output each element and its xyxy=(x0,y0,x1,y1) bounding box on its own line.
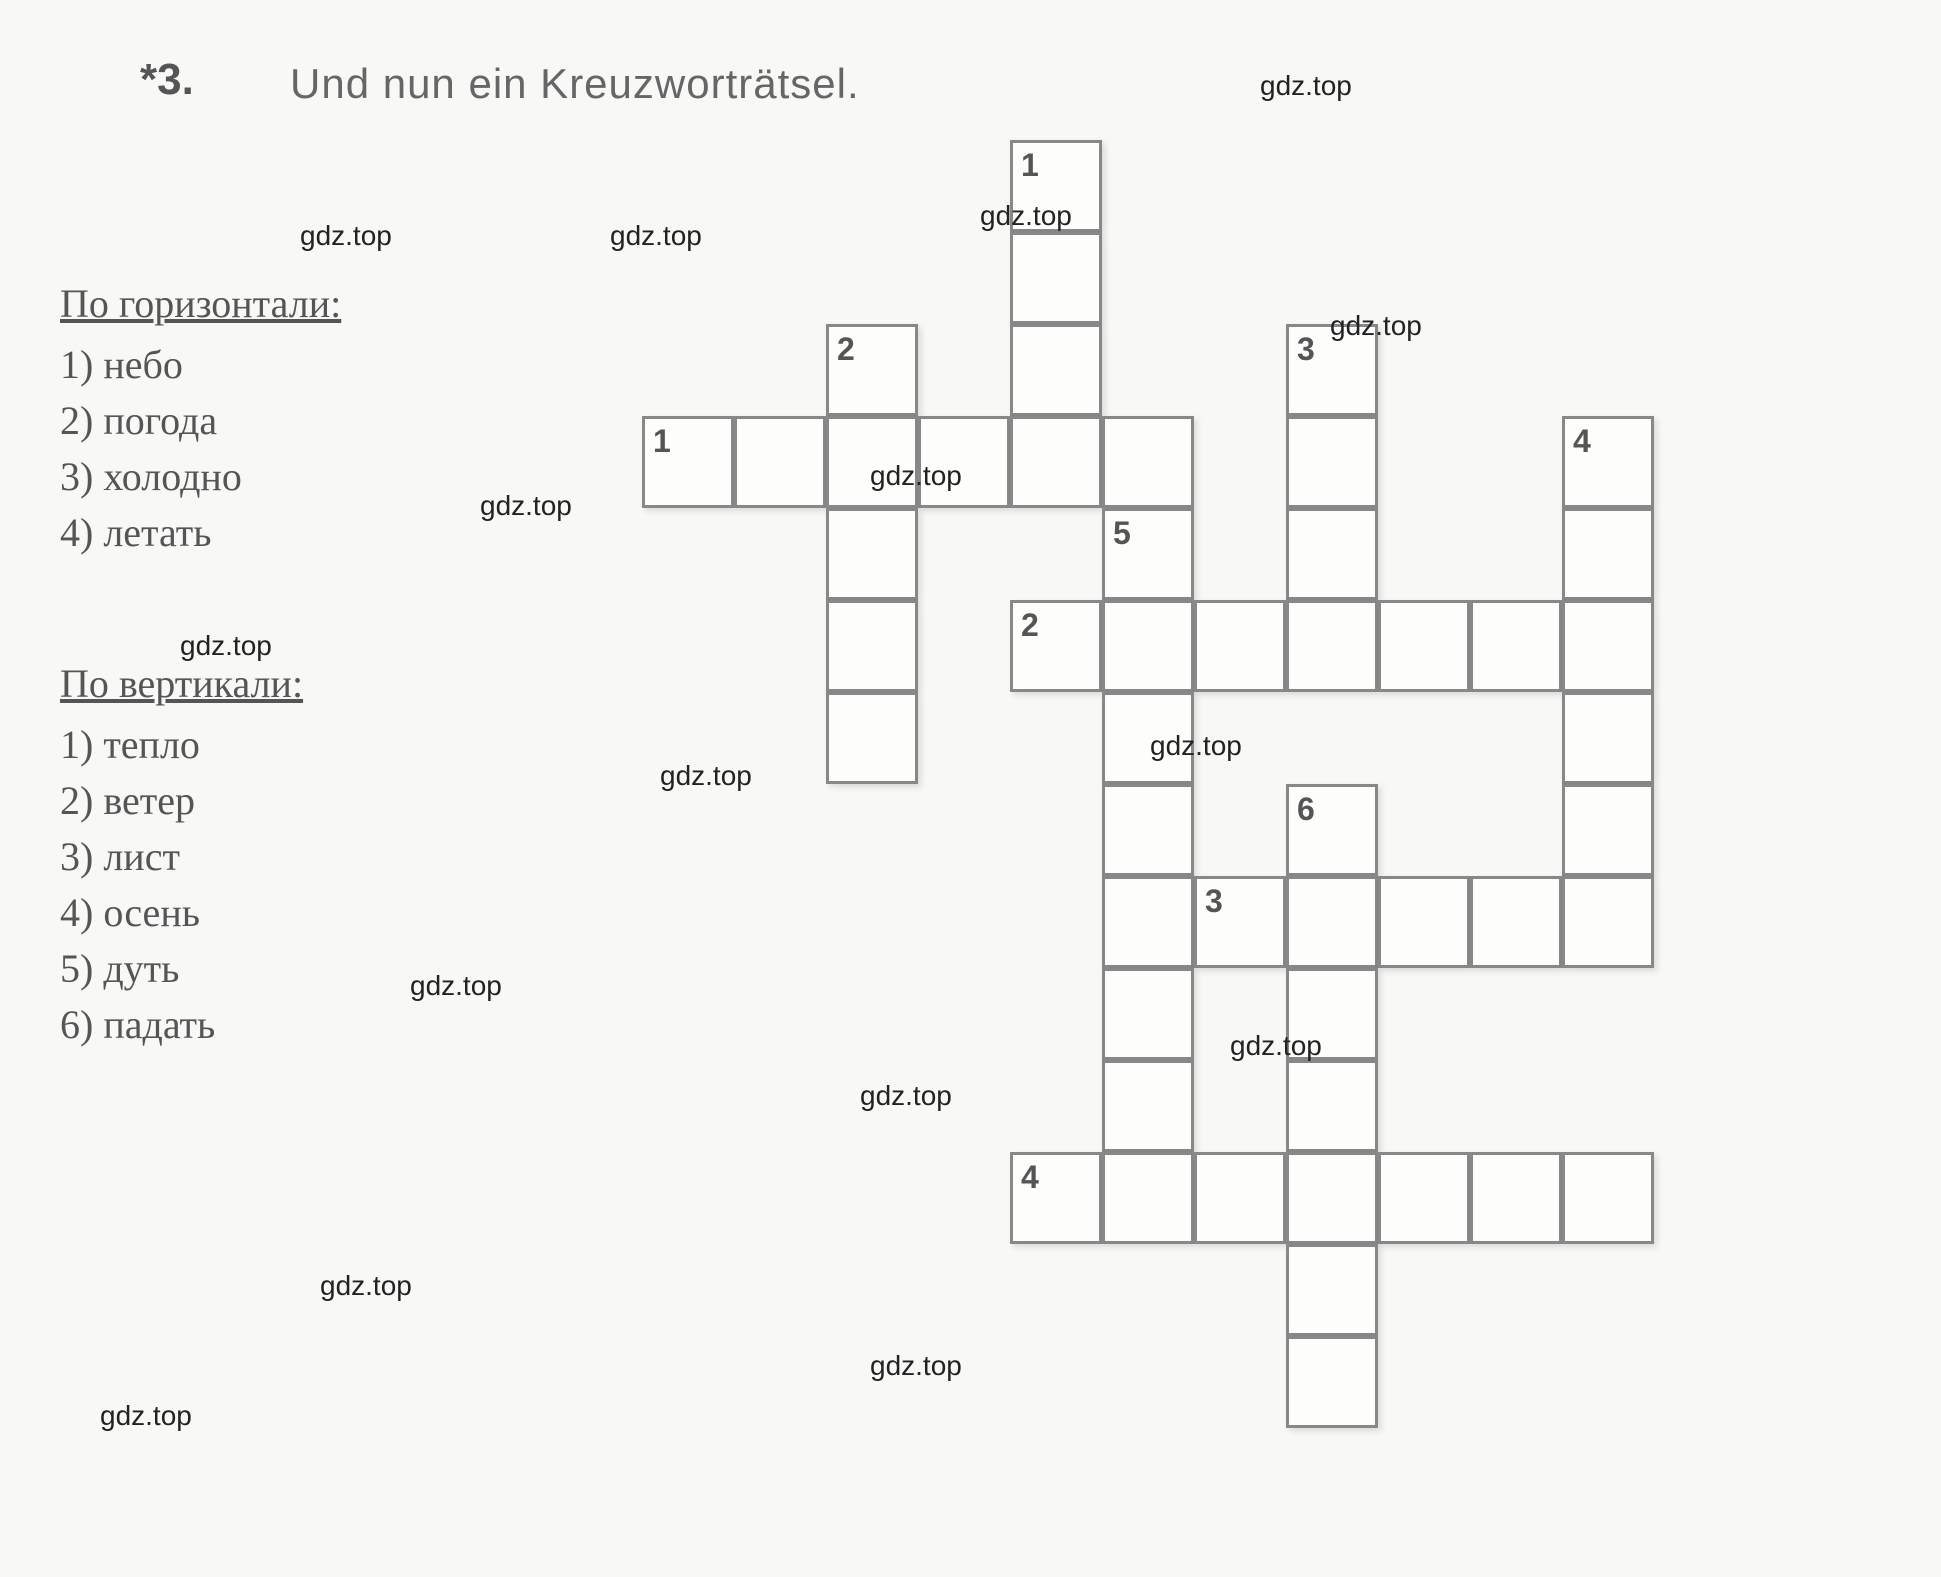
crossword-cell[interactable]: 3 xyxy=(1286,324,1378,416)
crossword-cell[interactable] xyxy=(826,600,918,692)
crossword-cell[interactable] xyxy=(1010,232,1102,324)
crossword-cell[interactable] xyxy=(1470,1152,1562,1244)
cell-number: 3 xyxy=(1205,883,1223,920)
crossword-cell[interactable] xyxy=(1194,1152,1286,1244)
crossword-cell[interactable] xyxy=(1286,508,1378,600)
watermark-text: gdz.top xyxy=(410,970,502,1002)
crossword-cell[interactable] xyxy=(1286,416,1378,508)
cell-number: 1 xyxy=(1021,147,1039,184)
watermark-text: gdz.top xyxy=(480,490,572,522)
crossword-cell[interactable] xyxy=(918,416,1010,508)
crossword-cell[interactable] xyxy=(1378,876,1470,968)
clue-item: 4) летать xyxy=(60,505,341,561)
crossword-cell[interactable] xyxy=(1562,1152,1654,1244)
crossword-cell[interactable]: 3 xyxy=(1194,876,1286,968)
crossword-cell[interactable] xyxy=(1102,600,1194,692)
crossword-cell[interactable]: 5 xyxy=(1102,508,1194,600)
crossword-cell[interactable] xyxy=(1286,1060,1378,1152)
clue-item: 1) небо xyxy=(60,337,341,393)
clue-item: 3) лист xyxy=(60,829,303,885)
crossword-cell[interactable] xyxy=(1562,508,1654,600)
crossword-cell[interactable] xyxy=(1102,1060,1194,1152)
exercise-title: Und nun ein Kreuzworträtsel. xyxy=(290,60,860,108)
crossword-cell[interactable] xyxy=(1286,1244,1378,1336)
crossword-cell[interactable] xyxy=(1102,1152,1194,1244)
crossword-cell[interactable] xyxy=(1286,600,1378,692)
cell-number: 6 xyxy=(1297,791,1315,828)
crossword-cell[interactable] xyxy=(1470,876,1562,968)
watermark-text: gdz.top xyxy=(870,1350,962,1382)
crossword-cell[interactable] xyxy=(1378,1152,1470,1244)
crossword-cell[interactable] xyxy=(1286,968,1378,1060)
crossword-cell[interactable]: 2 xyxy=(1010,600,1102,692)
crossword-cell[interactable]: 1 xyxy=(642,416,734,508)
crossword-cell[interactable] xyxy=(1102,692,1194,784)
crossword-cell[interactable] xyxy=(1010,416,1102,508)
crossword-cell[interactable] xyxy=(1378,600,1470,692)
clue-item: 2) ветер xyxy=(60,773,303,829)
clue-item: 1) тепло xyxy=(60,717,303,773)
crossword-cell[interactable] xyxy=(1562,876,1654,968)
clue-item: 2) погода xyxy=(60,393,341,449)
watermark-text: gdz.top xyxy=(180,630,272,662)
cell-number: 1 xyxy=(653,423,671,460)
crossword-cell[interactable] xyxy=(1102,416,1194,508)
cell-number: 2 xyxy=(837,331,855,368)
cell-number: 4 xyxy=(1573,423,1591,460)
crossword-cell[interactable] xyxy=(1562,600,1654,692)
crossword-cell[interactable]: 2 xyxy=(826,324,918,416)
crossword-cell[interactable] xyxy=(826,692,918,784)
watermark-text: gdz.top xyxy=(320,1270,412,1302)
clue-item: 5) дуть xyxy=(60,941,303,997)
crossword-cell[interactable] xyxy=(1194,600,1286,692)
crossword-cell[interactable] xyxy=(1562,692,1654,784)
cell-number: 5 xyxy=(1113,515,1131,552)
cell-number: 3 xyxy=(1297,331,1315,368)
crossword-cell[interactable] xyxy=(1286,1336,1378,1428)
cell-number: 4 xyxy=(1021,1159,1039,1196)
watermark-text: gdz.top xyxy=(100,1400,192,1432)
crossword-cell[interactable]: 6 xyxy=(1286,784,1378,876)
crossword-cell[interactable] xyxy=(826,508,918,600)
crossword-cell[interactable] xyxy=(1010,324,1102,416)
crossword-cell[interactable] xyxy=(1470,600,1562,692)
crossword-cell[interactable]: 4 xyxy=(1010,1152,1102,1244)
across-heading: По горизонтали: xyxy=(60,280,341,327)
crossword-cell[interactable] xyxy=(1286,1152,1378,1244)
crossword-cell[interactable] xyxy=(826,416,918,508)
watermark-text: gdz.top xyxy=(660,760,752,792)
crossword-cell[interactable]: 4 xyxy=(1562,416,1654,508)
watermark-text: gdz.top xyxy=(1260,70,1352,102)
down-heading: По вертикали: xyxy=(60,660,303,707)
crossword-cell[interactable] xyxy=(1102,876,1194,968)
crossword-cell[interactable] xyxy=(1562,784,1654,876)
watermark-text: gdz.top xyxy=(610,220,702,252)
crossword-cell[interactable]: 1 xyxy=(1010,140,1102,232)
cell-number: 2 xyxy=(1021,607,1039,644)
clues-down-list: 1) тепло2) ветер3) лист4) осень5) дуть6)… xyxy=(60,717,303,1053)
crossword-cell[interactable] xyxy=(734,416,826,508)
clue-item: 4) осень xyxy=(60,885,303,941)
watermark-text: gdz.top xyxy=(860,1080,952,1112)
exercise-number: *3. xyxy=(140,55,194,105)
clue-item: 3) холодно xyxy=(60,449,341,505)
watermark-text: gdz.top xyxy=(300,220,392,252)
crossword-cell[interactable] xyxy=(1102,784,1194,876)
clues-down-block: По вертикали: 1) тепло2) ветер3) лист4) … xyxy=(60,660,303,1053)
crossword-cell[interactable] xyxy=(1102,968,1194,1060)
clue-item: 6) падать xyxy=(60,997,303,1053)
clues-across-block: По горизонтали: 1) небо2) погода3) холод… xyxy=(60,280,341,561)
clues-across-list: 1) небо2) погода3) холодно4) летать xyxy=(60,337,341,561)
crossword-cell[interactable] xyxy=(1286,876,1378,968)
